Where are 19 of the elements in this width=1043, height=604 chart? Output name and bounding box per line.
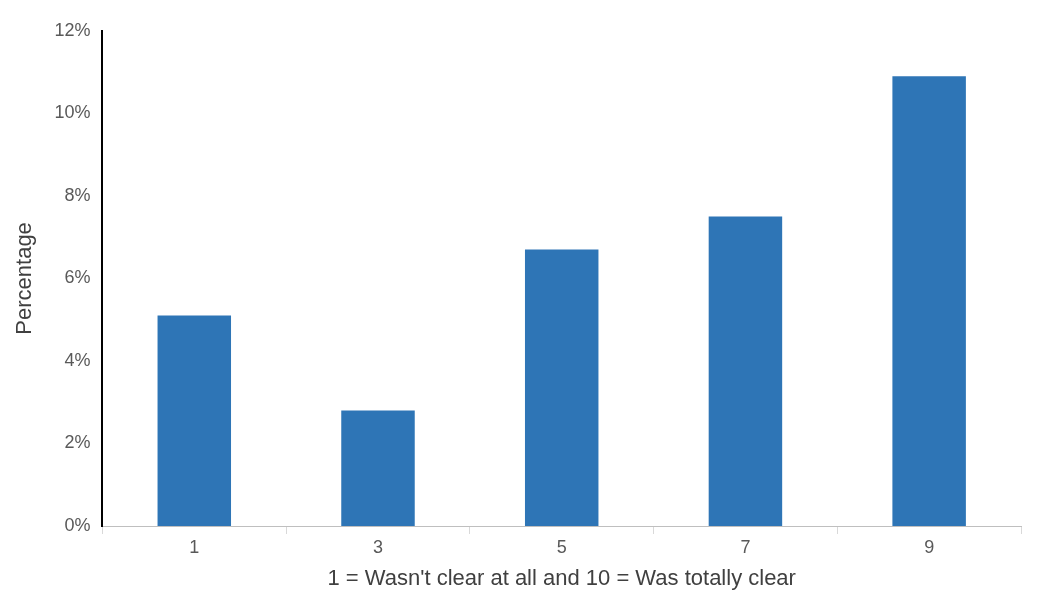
y-tick-label: 0% xyxy=(64,514,91,535)
y-tick-label: 4% xyxy=(64,349,91,370)
x-tick-label: 9 xyxy=(924,536,935,557)
bar xyxy=(341,410,415,526)
y-tick-label: 10% xyxy=(54,102,91,123)
y-axis-title: Percentage xyxy=(11,222,37,335)
x-tick-label: 3 xyxy=(372,536,384,557)
bar xyxy=(524,249,599,526)
y-tick-label: 8% xyxy=(64,184,91,205)
bar xyxy=(708,216,783,526)
y-tick-label: 12% xyxy=(54,19,91,40)
x-tick-label: 5 xyxy=(556,536,567,557)
x-tick-label: 1 xyxy=(189,536,200,557)
y-tick-label: 2% xyxy=(64,432,91,453)
y-tick-label: 6% xyxy=(64,267,91,288)
x-tick-label: 7 xyxy=(740,536,751,557)
bar xyxy=(892,76,966,526)
bar xyxy=(157,315,232,526)
x-axis-title: 1 = Wasn't clear at all and 10 = Was totally clear xyxy=(327,564,796,590)
